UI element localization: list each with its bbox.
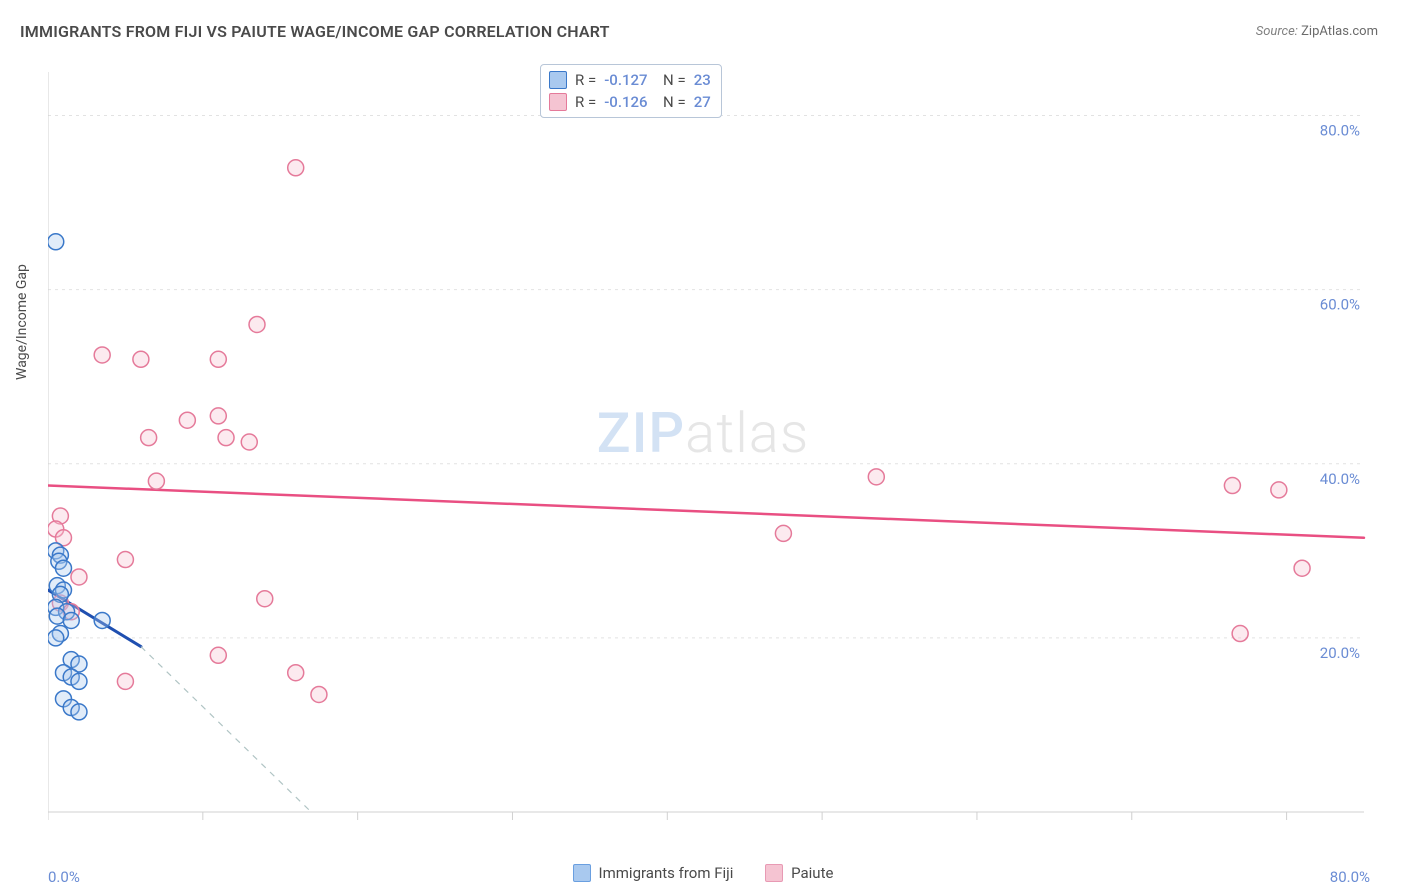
stats-n-value-paiute: 27: [694, 93, 711, 111]
legend-label-paiute: Paiute: [791, 864, 833, 882]
swatch-paiute: [549, 93, 567, 111]
stats-row-fiji: R = -0.127 N = 23: [549, 69, 711, 91]
stats-n-value-fiji: 23: [694, 71, 711, 89]
stats-r-label: R =: [575, 71, 596, 89]
stats-n-label: N =: [656, 71, 686, 89]
stats-r-label: R =: [575, 93, 596, 111]
swatch-fiji: [549, 71, 567, 89]
scatter-chart: 20.0% 40.0% 60.0% 80.0%: [48, 60, 1378, 820]
stats-r-value-fiji: -0.127: [604, 71, 647, 89]
svg-text:80.0%: 80.0%: [1320, 122, 1360, 140]
source-label: Source:: [1256, 24, 1298, 39]
chart-title: IMMIGRANTS FROM FIJI VS PAIUTE WAGE/INCO…: [20, 22, 610, 41]
legend-item-paiute: Paiute: [765, 864, 833, 882]
stats-n-label: N =: [656, 93, 686, 111]
stats-legend: R = -0.127 N = 23 R = -0.126 N = 27: [540, 64, 722, 118]
legend-swatch-paiute: [765, 864, 783, 882]
legend-bottom: Immigrants from Fiji Paiute: [0, 864, 1406, 886]
chart-container: IMMIGRANTS FROM FIJI VS PAIUTE WAGE/INCO…: [0, 0, 1406, 892]
svg-text:20.0%: 20.0%: [1320, 644, 1360, 662]
legend-swatch-fiji: [573, 864, 591, 882]
stats-r-value-paiute: -0.126: [604, 93, 647, 111]
source-attribution: Source: ZipAtlas.com: [1256, 24, 1378, 39]
svg-text:60.0%: 60.0%: [1320, 296, 1360, 314]
legend-item-fiji: Immigrants from Fiji: [573, 864, 734, 882]
source-value: ZipAtlas.com: [1301, 24, 1378, 39]
legend-label-fiji: Immigrants from Fiji: [599, 864, 734, 882]
chart-svg: 20.0% 40.0% 60.0% 80.0%: [48, 60, 1378, 820]
svg-text:40.0%: 40.0%: [1320, 470, 1360, 488]
stats-row-paiute: R = -0.126 N = 27: [549, 91, 711, 113]
y-axis-label: Wage/Income Gap: [14, 264, 30, 380]
